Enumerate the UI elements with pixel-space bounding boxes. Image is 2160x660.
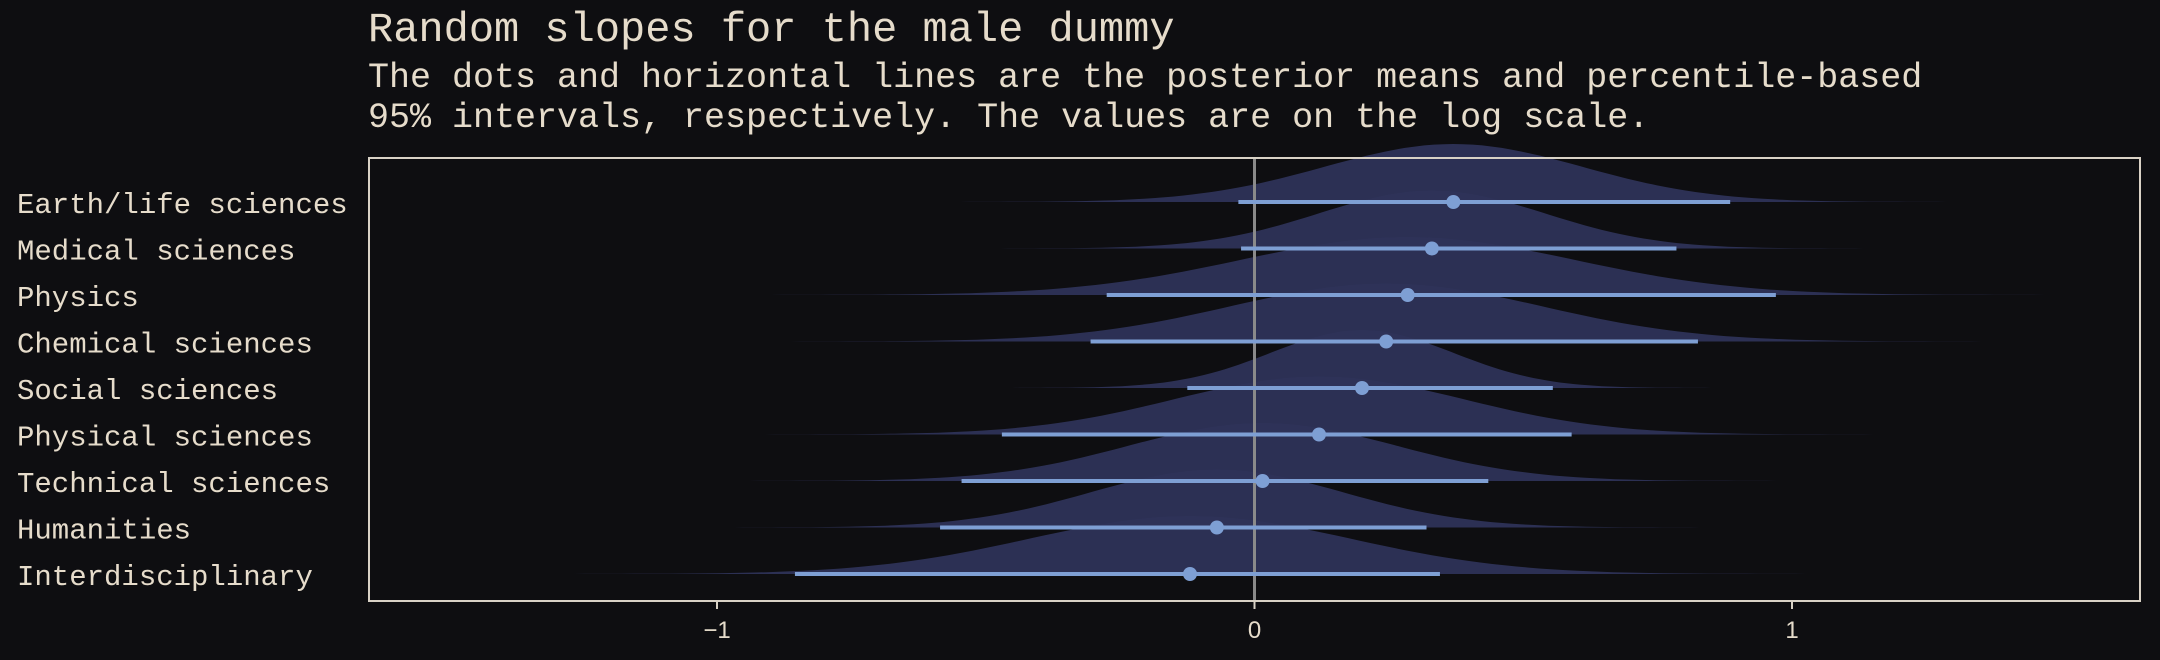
chart-title: Random slopes for the male dummy (368, 6, 1175, 54)
density-ridge (657, 423, 1868, 481)
category-label: Physics (17, 282, 139, 315)
category-label: Chemical sciences (17, 329, 313, 362)
interval-layer (794, 195, 1776, 581)
density-ridge (648, 469, 1786, 528)
mean-point (1379, 334, 1394, 349)
density-ridge (665, 376, 1973, 435)
category-label: Physical sciences (17, 422, 313, 455)
density-ridge (464, 516, 1916, 574)
category-label: Interdisciplinary (17, 561, 313, 594)
subtitle-line-1: The dots and horizontal lines are the po… (368, 58, 1923, 98)
category-label: Humanities (17, 515, 191, 548)
density-ridge (923, 190, 1940, 249)
density-ridge (872, 144, 2034, 202)
chart-subtitle: The dots and horizontal lines are the po… (368, 58, 1922, 138)
x-tick-label: 1 (1785, 617, 1798, 644)
mean-point (1355, 381, 1369, 395)
mean-point (1255, 474, 1270, 488)
category-label: Earth/life sciences (17, 189, 348, 222)
category-label: Social sciences (17, 375, 278, 408)
density-ridge (657, 237, 2139, 295)
x-tick-label: −1 (703, 617, 730, 644)
density-layer (464, 144, 2139, 574)
mean-point (1209, 520, 1224, 535)
mean-point (1424, 241, 1439, 256)
x-axis: −1 0 1 (703, 601, 1799, 644)
mean-point (1312, 427, 1326, 442)
mean-point (1400, 288, 1415, 302)
category-label: Technical sciences (17, 468, 330, 501)
category-labels: Earth/life sciences Medical sciences Physi… (17, 189, 348, 594)
subtitle-line-2: 95% intervals, respectively. The values … (368, 98, 1650, 138)
density-ridge (950, 330, 1774, 388)
x-tick-label: 0 (1248, 617, 1261, 644)
mean-point (1183, 567, 1197, 581)
density-ridge (684, 283, 2088, 342)
category-label: Medical sciences (17, 236, 295, 269)
mean-point (1446, 195, 1461, 209)
